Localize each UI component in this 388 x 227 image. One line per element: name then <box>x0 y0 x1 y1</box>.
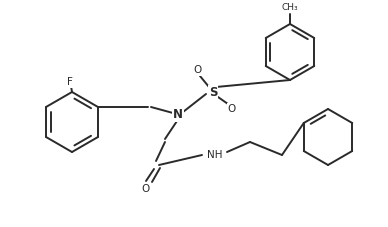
Text: F: F <box>67 77 73 87</box>
Text: O: O <box>228 104 236 114</box>
Text: O: O <box>141 184 149 194</box>
Text: N: N <box>173 109 183 121</box>
Text: S: S <box>209 86 217 99</box>
Text: O: O <box>194 65 202 75</box>
Text: CH₃: CH₃ <box>282 3 298 12</box>
Text: NH: NH <box>207 150 223 160</box>
